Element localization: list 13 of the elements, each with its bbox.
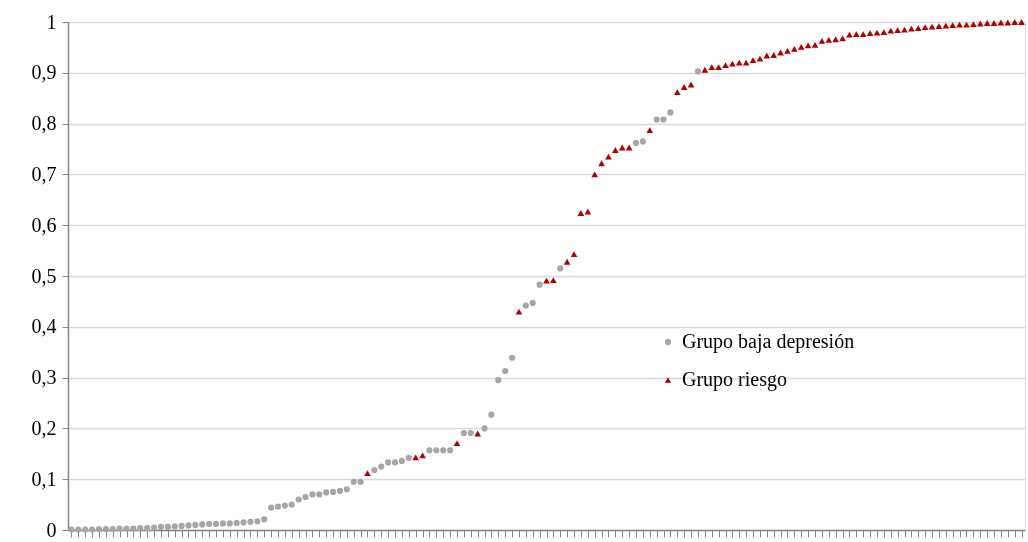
legend-label: Grupo baja depresión	[682, 330, 855, 353]
y-tick-label: 0,8	[31, 112, 57, 135]
y-tick-label: 0,5	[31, 264, 57, 287]
y-tick-label: 0,6	[31, 213, 57, 236]
y-tick-label: 0	[46, 518, 57, 541]
y-tick-label: 0,4	[31, 315, 57, 338]
y-tick-label: 0,3	[31, 366, 57, 389]
y-tick-label: 1	[46, 10, 57, 33]
y-tick-label: 0,1	[31, 467, 57, 490]
y-tick-label: 0,2	[31, 416, 57, 439]
y-tick-label: 0,9	[31, 61, 57, 84]
y-tick-label: 0,7	[31, 162, 57, 185]
legend-label: Grupo riesgo	[682, 368, 787, 391]
